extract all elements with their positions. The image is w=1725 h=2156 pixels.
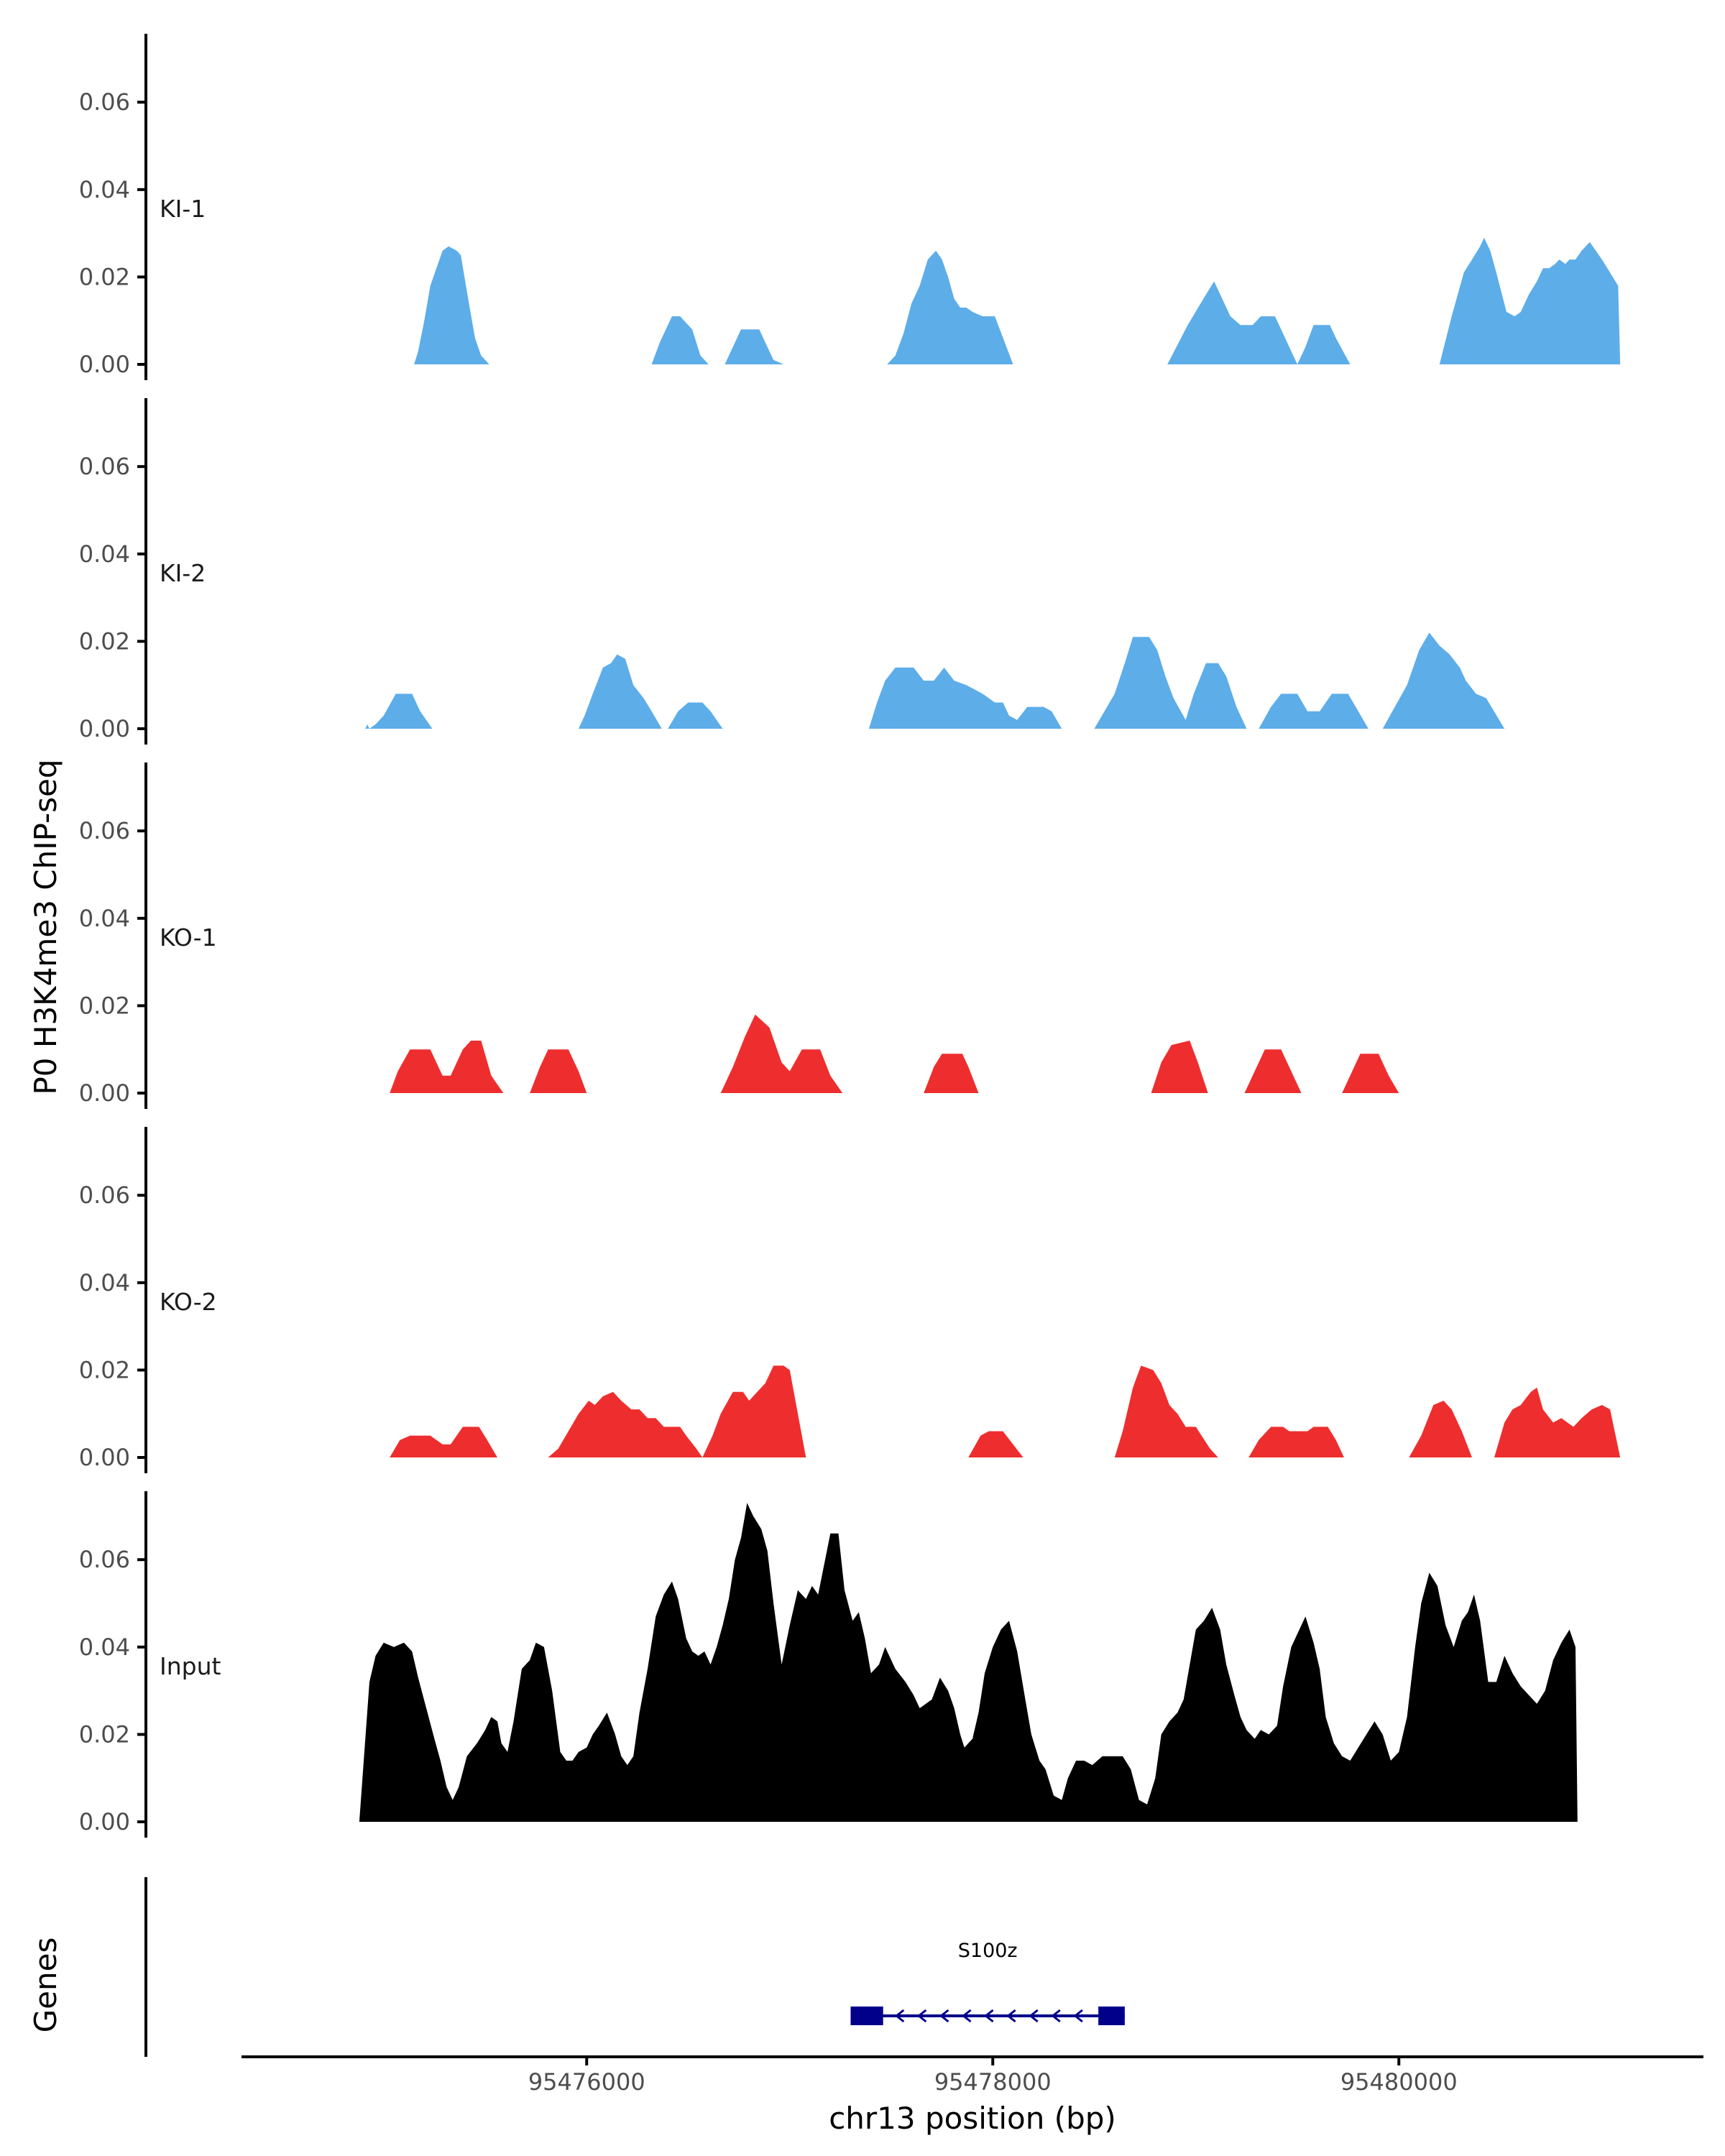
strand-arrow [1029,2009,1039,2023]
track-area-ki-1 [414,237,1621,364]
y-tick-label: 0.06 [79,1181,130,1209]
y-axis-title: P0 H3K4me3 ChIP-seq [28,759,63,1095]
track-ko-2: 0.00 0.02 0.04 0.06 KO-2 [79,1127,1621,1473]
x-tick-label: 95476000 [528,2068,645,2096]
x-tick-label: 95478000 [934,2068,1052,2096]
y-tick-label: 0.00 [79,351,130,378]
y-tick-label: 0.04 [79,176,130,203]
track-ki-2: 0.00 0.02 0.04 0.06 KI-2 [79,398,1602,745]
track-label-input: Input [160,1652,221,1680]
track-area-input [359,1503,1578,1822]
x-axis: 95476000 95478000 95480000 [242,2055,1703,2096]
track-label-ko-1: KO-1 [160,923,217,952]
strand-arrow [1051,2009,1061,2023]
x-tick-label: 95480000 [1340,2068,1458,2096]
chip-seq-tracks: 0.00 0.02 0.04 0.06 KI-1 0.00 0.02 0.04 0.06 KI-2… [79,34,1621,1838]
y-tick-label: 0.04 [79,540,130,568]
y-tick-label: 0.04 [79,1269,130,1296]
track-ki-1: 0.00 0.02 0.04 0.06 KI-1 [79,34,1621,380]
y-tick-label: 0.06 [79,817,130,844]
strand-arrow [916,2009,927,2023]
y-tick-label: 0.02 [79,992,130,1019]
strand-arrow [939,2009,949,2023]
y-tick-label: 0.02 [79,627,130,655]
y-tick-label: 0.00 [79,715,130,742]
y-tick-label: 0.00 [79,1808,130,1835]
strand-arrow [984,2009,994,2023]
track-area-ki-2 [365,632,1602,729]
gene-name-label: S100z [958,1940,1018,1962]
track-area-ko-2 [390,1365,1621,1457]
y-tick-label: 0.04 [79,905,130,932]
y-tick-label: 0.00 [79,1444,130,1471]
track-input: 0.00 0.02 0.04 0.06 Input [79,1491,1578,1838]
y-tick-label: 0.02 [79,1356,130,1383]
genes-track-title: Genes [28,1938,63,2033]
y-tick-label: 0.04 [79,1634,130,1661]
track-area-ko-1 [390,1014,1399,1093]
y-tick-label: 0.02 [79,1720,130,1748]
y-tick-label: 0.06 [79,88,130,116]
strand-arrow [894,2009,905,2023]
gene-exon [850,2007,883,2025]
track-label-ki-2: KI-2 [160,559,206,587]
y-tick-label: 0.00 [79,1079,130,1107]
y-tick-label: 0.06 [79,453,130,480]
y-tick-label: 0.02 [79,263,130,290]
gene-track: S100z [144,1877,1125,2057]
track-label-ki-1: KI-1 [160,195,206,223]
track-label-ko-2: KO-2 [160,1288,217,1316]
y-tick-label: 0.06 [79,1546,130,1573]
x-axis-title: chr13 position (bp) [829,2101,1116,2136]
gene-exon [1098,2007,1125,2025]
strand-arrow [1073,2009,1083,2023]
track-ko-1: 0.00 0.02 0.04 0.06 KO-1 [79,763,1399,1109]
strand-arrow [962,2009,972,2023]
strand-arrow [1006,2009,1016,2023]
